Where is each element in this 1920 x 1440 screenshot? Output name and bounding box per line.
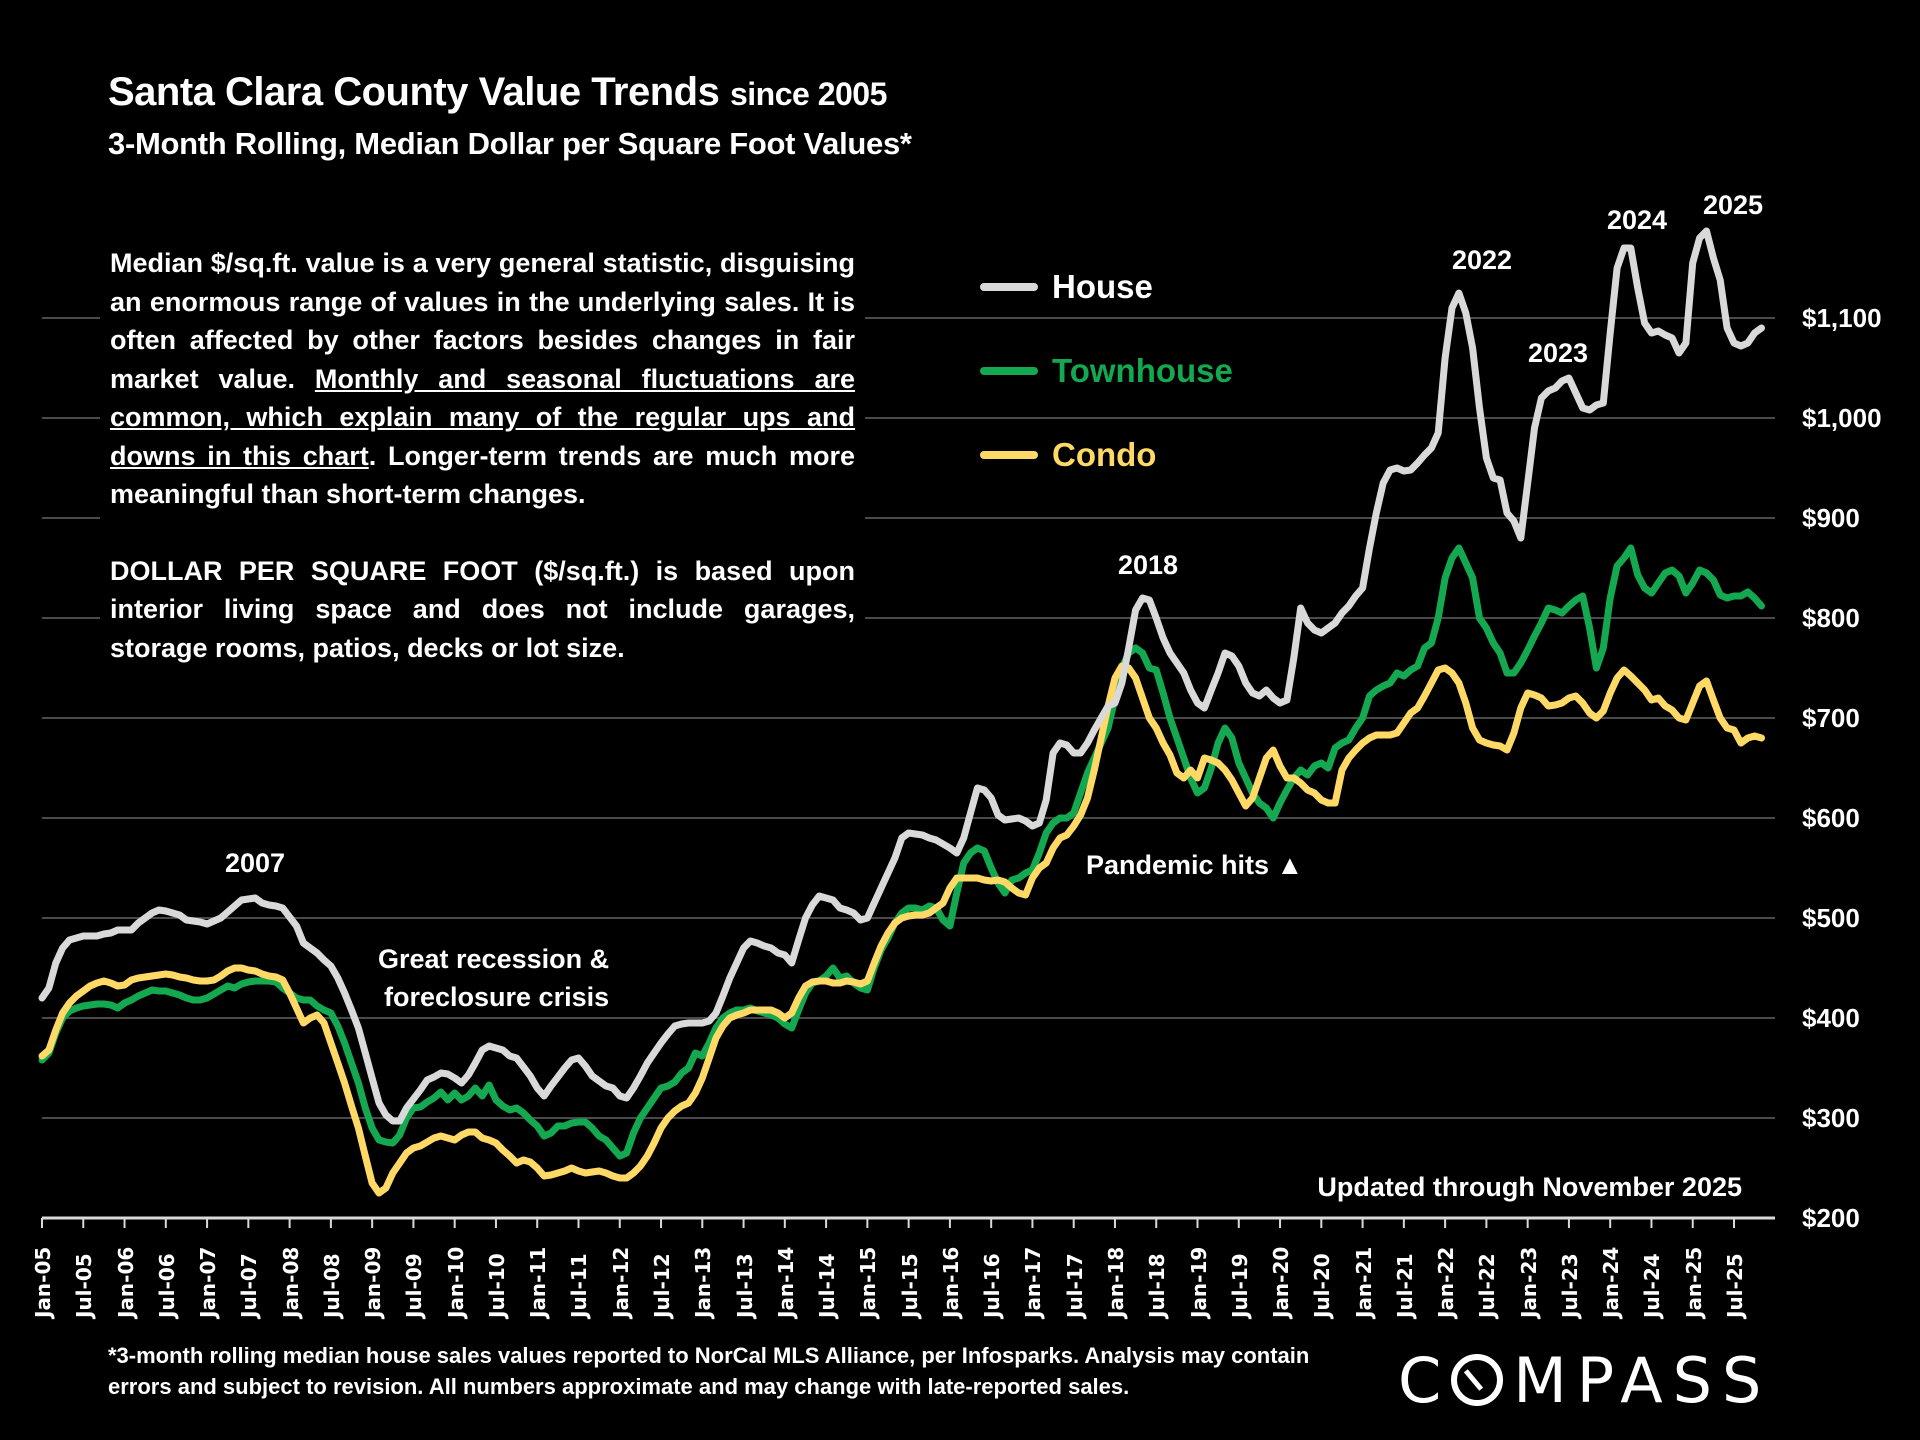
chart-subtitle: 3-Month Rolling, Median Dollar per Squar… bbox=[108, 126, 912, 161]
x-tick-label: Jan-16 bbox=[938, 1246, 963, 1318]
x-tick-label: Jan-11 bbox=[526, 1246, 551, 1318]
legend-item-townhouse: Townhouse bbox=[980, 329, 1233, 413]
y-tick-label: $900 bbox=[1802, 503, 1860, 533]
x-tick-label: Jan-14 bbox=[773, 1246, 798, 1318]
chart-legend: House Townhouse Condo bbox=[980, 245, 1233, 497]
x-tick-label: Jan-18 bbox=[1103, 1246, 1128, 1318]
logo-letter-c: C bbox=[1398, 1344, 1452, 1417]
x-tick-label: Jan-23 bbox=[1516, 1246, 1541, 1318]
x-tick-label: Jul-24 bbox=[1640, 1253, 1665, 1318]
x-tick-label: Jul-16 bbox=[980, 1253, 1005, 1318]
legend-label-house: House bbox=[1052, 268, 1153, 305]
x-tick-label: Jul-18 bbox=[1145, 1253, 1170, 1318]
annotation-recession: Great recession & foreclosure crisis bbox=[378, 940, 609, 1016]
legend-swatch-condo bbox=[980, 451, 1038, 459]
note-underlined-text: Monthly and seasonal fluctuations are co… bbox=[110, 363, 855, 471]
footnote: *3-month rolling median house sales valu… bbox=[108, 1343, 1310, 1399]
annotation-2022: 2022 bbox=[1452, 245, 1513, 275]
x-tick-label: Jul-25 bbox=[1723, 1253, 1747, 1318]
x-tick-label: Jul-21 bbox=[1392, 1253, 1417, 1318]
x-tick-label: Jul-11 bbox=[567, 1253, 592, 1318]
x-tick-label: Jan-07 bbox=[196, 1246, 221, 1318]
x-tick-label: Jul-06 bbox=[154, 1253, 179, 1318]
x-tick-label: Jul-14 bbox=[815, 1253, 840, 1318]
legend-label-townhouse: Townhouse bbox=[1052, 352, 1233, 389]
y-tick-label: $300 bbox=[1802, 1103, 1860, 1133]
x-tick-label: Jan-25 bbox=[1681, 1246, 1706, 1318]
x-tick-label: Jul-19 bbox=[1227, 1253, 1252, 1318]
note-paragraph-1: Median $/sq.ft. value is a very general … bbox=[110, 244, 855, 514]
x-tick-label: Jan-15 bbox=[856, 1246, 881, 1318]
x-tick-label: Jan-12 bbox=[608, 1246, 633, 1318]
x-tick-label: Jan-19 bbox=[1186, 1246, 1211, 1318]
legend-item-condo: Condo bbox=[980, 413, 1233, 497]
x-tick-label: Jan-24 bbox=[1599, 1246, 1624, 1318]
annotation-2025: 2025 bbox=[1703, 190, 1764, 220]
x-tick-label: Jul-17 bbox=[1062, 1253, 1087, 1318]
annotation-2024: 2024 bbox=[1607, 205, 1668, 235]
legend-item-house: House bbox=[980, 245, 1233, 329]
logo-letters-mpass: MPASS bbox=[1513, 1344, 1772, 1417]
x-tick-label: Jul-12 bbox=[650, 1253, 675, 1318]
x-tick-label: Jul-15 bbox=[897, 1253, 922, 1318]
x-tick-label: Jan-17 bbox=[1021, 1246, 1046, 1318]
x-tick-label: Jan-09 bbox=[361, 1246, 386, 1318]
x-tick-label: Jul-13 bbox=[732, 1253, 757, 1318]
series-line-townhouse bbox=[38, 544, 1765, 1160]
y-tick-label: $500 bbox=[1802, 903, 1860, 933]
x-tick-label: Jan-06 bbox=[113, 1246, 138, 1318]
chart-title-since: since 2005 bbox=[729, 76, 887, 112]
legend-swatch-house bbox=[980, 283, 1038, 291]
x-tick-label: Jul-07 bbox=[237, 1253, 262, 1318]
chart-title-main: Santa Clara County Value Trends bbox=[108, 70, 720, 114]
x-tick-label: Jul-10 bbox=[484, 1253, 509, 1318]
legend-label-condo: Condo bbox=[1052, 436, 1157, 473]
y-tick-label: $800 bbox=[1802, 603, 1860, 633]
note-text: . Longer-term trends are much more meani… bbox=[110, 440, 855, 510]
y-tick-label: $1,100 bbox=[1802, 303, 1882, 333]
x-tick-label: Jan-20 bbox=[1269, 1246, 1294, 1318]
y-tick-label: $400 bbox=[1802, 1003, 1860, 1033]
x-tick-label: Jul-08 bbox=[319, 1253, 344, 1318]
compass-logo: C MPASS bbox=[1398, 1344, 1771, 1417]
x-tick-label: Jul-05 bbox=[72, 1253, 97, 1318]
y-tick-label: $200 bbox=[1802, 1203, 1860, 1233]
annotation-2023: 2023 bbox=[1528, 338, 1589, 368]
x-tick-label: Jan-05 bbox=[31, 1246, 55, 1318]
x-tick-label: Jul-20 bbox=[1310, 1253, 1335, 1318]
series-line-house bbox=[38, 227, 1765, 1125]
annotation-2007: 2007 bbox=[225, 848, 286, 878]
x-tick-label: Jul-23 bbox=[1557, 1253, 1582, 1318]
series-lines bbox=[38, 227, 1765, 1197]
note-text: Median $/sq.ft. value is a very general … bbox=[110, 248, 855, 394]
annotation-pandemic: Pandemic hits ▲ bbox=[1082, 850, 1308, 881]
note-paragraph-2: DOLLAR PER SQUARE FOOT ($/sq.ft.) is bas… bbox=[110, 555, 855, 663]
x-tick-label: Jan-21 bbox=[1351, 1246, 1376, 1318]
x-tick-label: Jan-10 bbox=[443, 1246, 468, 1318]
annotation-2018: 2018 bbox=[1118, 550, 1179, 580]
updated-through-label: Updated through November 2025 bbox=[1317, 1172, 1742, 1202]
x-tick-label: Jan-13 bbox=[691, 1246, 716, 1318]
x-tick-label: Jul-22 bbox=[1475, 1253, 1500, 1318]
series-line-condo bbox=[38, 662, 1765, 1197]
x-tick-label: Jan-22 bbox=[1434, 1246, 1459, 1318]
chart-title: Santa Clara County Value Trends since 20… bbox=[108, 70, 887, 115]
explanatory-note: Median $/sq.ft. value is a very general … bbox=[100, 240, 865, 675]
annotation-recession-line1: Great recession & bbox=[378, 944, 610, 974]
legend-swatch-townhouse bbox=[980, 367, 1038, 375]
x-axis bbox=[41, 1218, 1735, 1228]
y-tick-label: $700 bbox=[1802, 703, 1860, 733]
annotation-recession-line2: foreclosure crisis bbox=[384, 982, 610, 1012]
y-tick-label: $600 bbox=[1802, 803, 1860, 833]
x-tick-label: Jul-09 bbox=[402, 1253, 427, 1318]
x-tick-label: Jan-08 bbox=[278, 1246, 303, 1318]
y-tick-label: $1,000 bbox=[1802, 403, 1882, 433]
compass-o-icon bbox=[1451, 1354, 1504, 1406]
